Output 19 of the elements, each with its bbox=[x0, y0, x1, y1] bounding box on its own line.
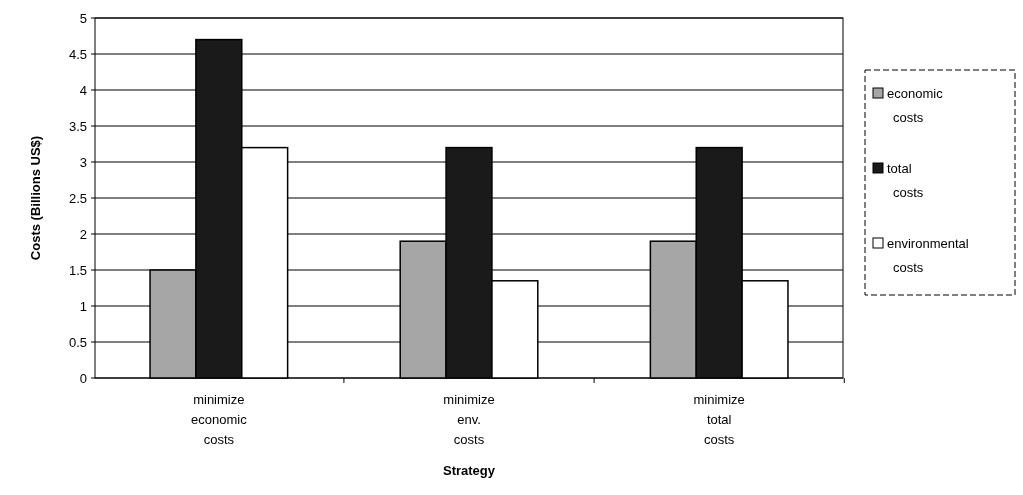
y-tick-label: 4.5 bbox=[68, 46, 87, 62]
y-tick-label: 2.5 bbox=[68, 190, 87, 206]
legend-label: environmental costs bbox=[887, 236, 969, 275]
y-tick-label: 1 bbox=[79, 298, 87, 314]
y-tick-label: 3.5 bbox=[68, 118, 87, 134]
legend-label: economic costs bbox=[887, 86, 944, 125]
legend-label: total costs bbox=[887, 161, 924, 200]
y-tick-label: 2 bbox=[79, 226, 87, 242]
y-tick-label: 0.5 bbox=[68, 334, 87, 350]
y-tick-label: 0 bbox=[79, 370, 87, 386]
x-tick-label: minimize economic costs bbox=[191, 392, 248, 447]
y-tick-label: 5 bbox=[79, 10, 87, 26]
y-tick-label: 3 bbox=[79, 154, 87, 170]
x-tick-label: minimize total costs bbox=[693, 392, 745, 447]
y-axis-title: Costs (Billions US$) bbox=[28, 135, 43, 261]
y-tick-label: 1.5 bbox=[68, 262, 87, 278]
x-axis-title: Strategy bbox=[442, 463, 496, 478]
x-tick-label: minimize env. costs bbox=[443, 392, 495, 447]
y-tick-label: 4 bbox=[79, 82, 87, 98]
